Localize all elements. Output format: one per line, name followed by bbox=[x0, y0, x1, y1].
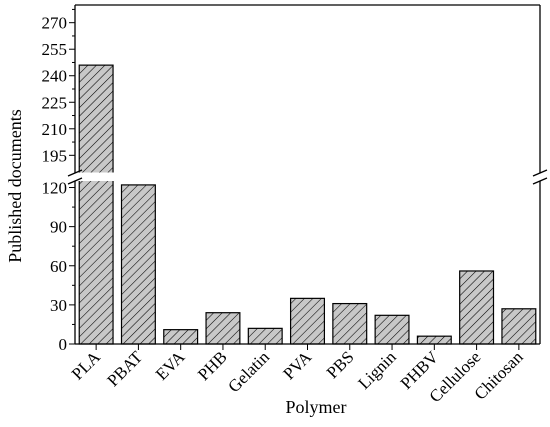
axis-break-mark bbox=[532, 177, 548, 185]
bar-phbv bbox=[416, 335, 452, 345]
bar-pbat bbox=[120, 184, 156, 345]
x-axis-title: Polymer bbox=[286, 397, 347, 417]
bar-pbs bbox=[332, 302, 368, 345]
y-tick-label: 90 bbox=[50, 218, 67, 237]
x-tick-label: EVA bbox=[152, 347, 189, 384]
y-tick-label: 0 bbox=[59, 335, 68, 354]
bar-pla bbox=[78, 64, 114, 345]
bar-phb bbox=[205, 312, 241, 345]
x-tick-label: Gelatin bbox=[224, 347, 273, 396]
axes-group bbox=[67, 4, 548, 345]
x-tick-label: PVA bbox=[279, 347, 315, 383]
y-tick-label: 195 bbox=[42, 146, 68, 165]
bar-pva bbox=[289, 297, 326, 345]
x-tick-label: Lignin bbox=[354, 347, 400, 393]
bar-cellulose bbox=[459, 270, 495, 345]
y-tick-label: 120 bbox=[42, 179, 68, 198]
y-tick-label: 30 bbox=[50, 296, 67, 315]
x-tick-label: PBAT bbox=[103, 347, 146, 390]
axis-break-mark bbox=[67, 177, 83, 185]
bar-gelatin bbox=[247, 327, 283, 345]
y-tick-label: 225 bbox=[42, 93, 68, 112]
y-tick-label: 270 bbox=[42, 14, 68, 33]
axis-break-gap bbox=[74, 173, 541, 181]
bar-eva bbox=[163, 329, 199, 345]
y-tick-label: 60 bbox=[50, 257, 67, 276]
bar-chitosan bbox=[501, 308, 537, 345]
axis-break-mark bbox=[67, 169, 83, 177]
y-tick-label: 255 bbox=[42, 40, 68, 59]
axis-break-mark bbox=[532, 169, 548, 177]
y-tick-label: 240 bbox=[42, 67, 68, 86]
y-tick-label: 210 bbox=[42, 120, 68, 139]
bar-lignin bbox=[374, 314, 410, 345]
bars-group bbox=[78, 64, 537, 345]
y-axis-title: Published documents bbox=[5, 109, 25, 263]
x-tick-label: PHB bbox=[194, 347, 231, 384]
x-tick-label: PLA bbox=[68, 347, 105, 384]
x-tick-label: PBS bbox=[323, 347, 358, 382]
